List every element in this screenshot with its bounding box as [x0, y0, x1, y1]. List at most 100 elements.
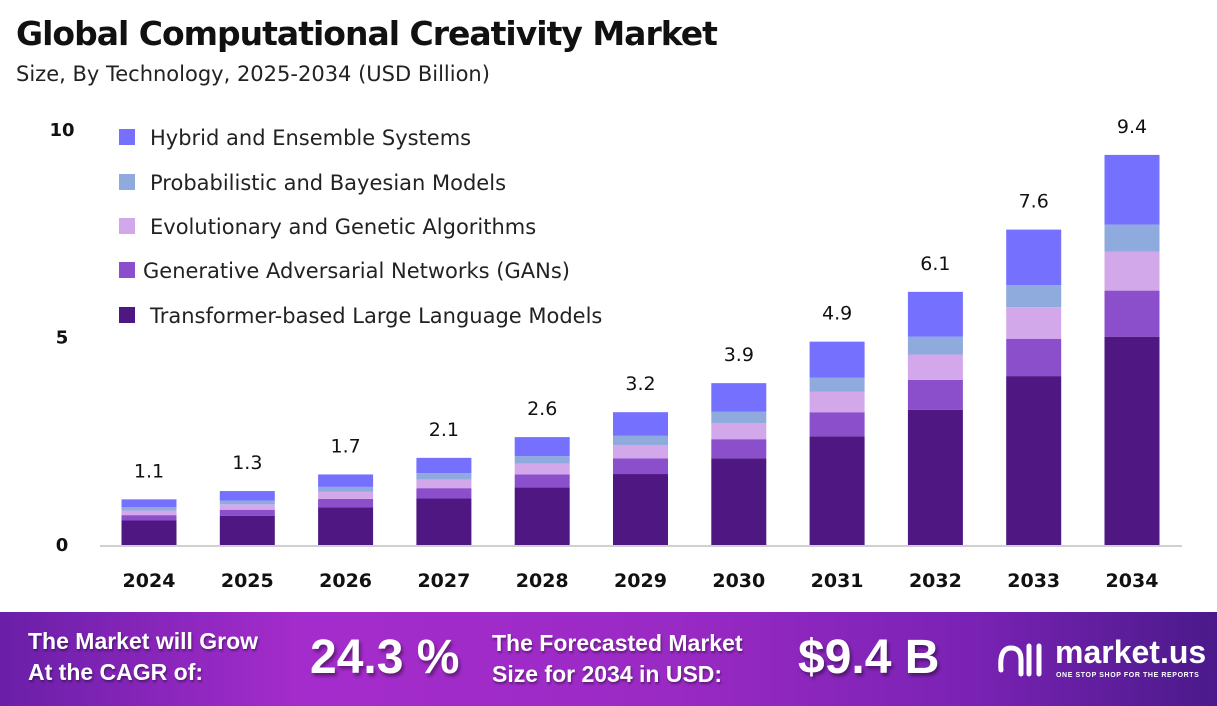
- chart-title: Global Computational Creativity Market: [16, 14, 718, 53]
- bar-segment-5: [613, 412, 668, 436]
- legend-swatch: [119, 129, 135, 145]
- bar-segment-5: [1104, 154, 1160, 225]
- bar-segment-2: [219, 509, 275, 516]
- y-tick-label: 0: [56, 535, 69, 556]
- bar-segment-5: [121, 499, 177, 508]
- bar-segment-2: [613, 458, 668, 475]
- chart-subtitle: Size, By Technology, 2025-2034 (USD Bill…: [16, 62, 490, 86]
- bar-segment-2: [416, 488, 472, 499]
- bar-segment-2: [318, 498, 374, 508]
- bar-segment-3: [1006, 307, 1062, 339]
- y-tick-label: 5: [56, 328, 69, 349]
- bar-segment-1: [1006, 376, 1062, 545]
- x-tick-label: 2028: [516, 570, 569, 592]
- cagr-label-line2: At the CAGR of:: [28, 659, 204, 685]
- bar-segment-3: [318, 491, 374, 499]
- bar-segment-3: [514, 463, 570, 475]
- forecast-label: The Forecasted Market Size for 2034 in US…: [492, 628, 743, 690]
- bar-segment-4: [809, 377, 865, 392]
- legend-label: Probabilistic and Bayesian Models: [150, 171, 506, 195]
- bar-segment-5: [219, 491, 275, 501]
- bar-segment-4: [121, 507, 177, 511]
- x-tick-label: 2031: [811, 570, 864, 592]
- bar-segment-1: [907, 409, 963, 545]
- legend-label: Transformer-based Large Language Models: [149, 304, 602, 328]
- x-tick-label: 2026: [319, 570, 372, 592]
- cagr-label-line1: The Market will Grow: [28, 628, 259, 654]
- bar-segment-3: [1104, 251, 1160, 291]
- legend-swatch: [119, 307, 135, 323]
- bar-total-label: 4.9: [822, 303, 852, 325]
- legend-swatch: [119, 174, 135, 190]
- bar-segment-5: [711, 383, 767, 412]
- x-tick-label: 2024: [123, 570, 176, 592]
- legend-label: Generative Adversarial Networks (GANs): [143, 259, 570, 283]
- legend-swatch: [119, 218, 135, 234]
- market-us-logo-icon: [998, 643, 1042, 677]
- x-tick-label: 2032: [909, 570, 962, 592]
- cagr-label: The Market will Grow At the CAGR of:: [28, 626, 258, 688]
- footer-banner: The Market will Grow At the CAGR of: 24.3…: [0, 612, 1217, 706]
- bar-segment-3: [613, 444, 668, 459]
- bar-total-label: 3.9: [724, 344, 754, 366]
- legend-label: Evolutionary and Genetic Algorithms: [150, 215, 536, 239]
- cagr-value: 24.3 %: [310, 631, 460, 684]
- bar-segment-1: [121, 520, 177, 545]
- bar-segment-4: [711, 411, 767, 423]
- bar-segment-1: [809, 436, 865, 545]
- bar-total-label: 1.7: [330, 435, 360, 457]
- forecast-value: $9.4 B: [798, 631, 940, 684]
- bar-segment-4: [318, 486, 374, 492]
- bar-total-label: 6.1: [920, 253, 950, 275]
- bar-segment-1: [613, 474, 668, 545]
- bar-segment-4: [416, 473, 472, 480]
- bar-segment-2: [809, 412, 865, 437]
- bar-segment-4: [1006, 285, 1062, 308]
- bar-segment-2: [907, 379, 963, 410]
- bar-segment-4: [907, 336, 963, 355]
- bar-total-label: 2.1: [429, 419, 459, 441]
- bar-segment-5: [514, 437, 570, 457]
- bar-segment-3: [416, 479, 472, 489]
- bar-segment-5: [907, 291, 963, 337]
- bar-segment-5: [1006, 229, 1062, 286]
- bar-segment-1: [416, 498, 472, 545]
- x-tick-label: 2027: [417, 570, 470, 592]
- stacked-bar-chart: 0 5 10 1.1 2024 1.3 2025 1.7 2026 2.1 2027 2.6 2028 3…: [49, 116, 1182, 592]
- bar-segment-5: [809, 341, 865, 378]
- bar-segment-1: [711, 458, 767, 545]
- bar-segment-3: [219, 504, 275, 510]
- bar-segment-5: [416, 457, 472, 474]
- bar-total-label: 3.2: [625, 373, 655, 395]
- bar-segment-3: [711, 422, 767, 440]
- bar-total-label: 1.3: [232, 452, 262, 474]
- bar-total-label: 2.6: [527, 398, 557, 420]
- bar-segment-5: [318, 474, 374, 487]
- bar-segment-2: [514, 474, 570, 488]
- legend-swatch: [119, 262, 135, 278]
- bar-segment-2: [1104, 290, 1160, 337]
- bar-total-label: 7.6: [1019, 191, 1049, 213]
- bar-segment-1: [514, 487, 570, 545]
- forecast-label-line1: The Forecasted Market: [492, 630, 743, 656]
- x-tick-label: 2033: [1007, 570, 1060, 592]
- bar-segment-1: [219, 515, 275, 545]
- bar-segment-4: [1104, 224, 1160, 252]
- bar-total-label: 1.1: [134, 460, 164, 482]
- bar-segment-2: [711, 439, 767, 459]
- y-tick-label: 10: [49, 120, 74, 141]
- logo-text: market.us: [1055, 634, 1207, 670]
- forecast-label-line2: Size for 2034 in USD:: [492, 661, 723, 687]
- x-tick-label: 2029: [614, 570, 667, 592]
- bar-total-label: 9.4: [1117, 116, 1147, 138]
- x-tick-label: 2030: [712, 570, 765, 592]
- bar-segment-2: [121, 515, 177, 521]
- bar-segment-4: [219, 500, 275, 505]
- bar-segment-3: [121, 510, 177, 516]
- bar-segment-4: [514, 456, 570, 464]
- bar-segment-3: [907, 354, 963, 380]
- x-tick-label: 2034: [1106, 570, 1159, 592]
- legend-label: Hybrid and Ensemble Systems: [150, 126, 471, 150]
- x-tick-label: 2025: [221, 570, 274, 592]
- bar-segment-3: [809, 391, 865, 413]
